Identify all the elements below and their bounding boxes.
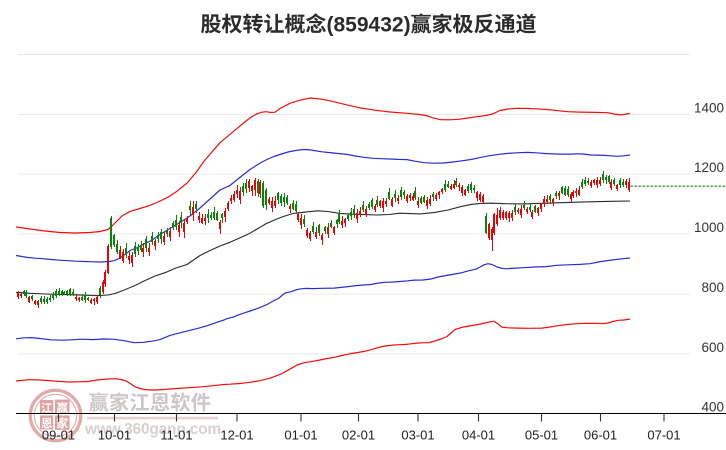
svg-text:12-01: 12-01 bbox=[220, 428, 253, 443]
svg-text:600: 600 bbox=[701, 340, 724, 355]
svg-text:02-01: 02-01 bbox=[342, 428, 375, 443]
svg-text:04-01: 04-01 bbox=[462, 428, 495, 443]
svg-text:07-01: 07-01 bbox=[647, 428, 680, 443]
svg-text:1200: 1200 bbox=[694, 160, 724, 175]
svg-text:10-01: 10-01 bbox=[98, 428, 131, 443]
svg-text:400: 400 bbox=[701, 400, 724, 415]
svg-text:(859432): (859432) bbox=[327, 14, 411, 37]
svg-text:800: 800 bbox=[701, 280, 724, 295]
svg-text:06-01: 06-01 bbox=[584, 428, 617, 443]
svg-text:1400: 1400 bbox=[694, 101, 724, 116]
svg-text:09-01: 09-01 bbox=[42, 428, 75, 443]
svg-text:11-01: 11-01 bbox=[160, 428, 192, 443]
svg-text:05-01: 05-01 bbox=[525, 428, 558, 443]
svg-text:01-01: 01-01 bbox=[284, 428, 317, 443]
svg-text:1000: 1000 bbox=[694, 220, 724, 235]
svg-text:www.360gann.com: www.360gann.com bbox=[84, 421, 221, 438]
svg-text:03-01: 03-01 bbox=[401, 428, 434, 443]
